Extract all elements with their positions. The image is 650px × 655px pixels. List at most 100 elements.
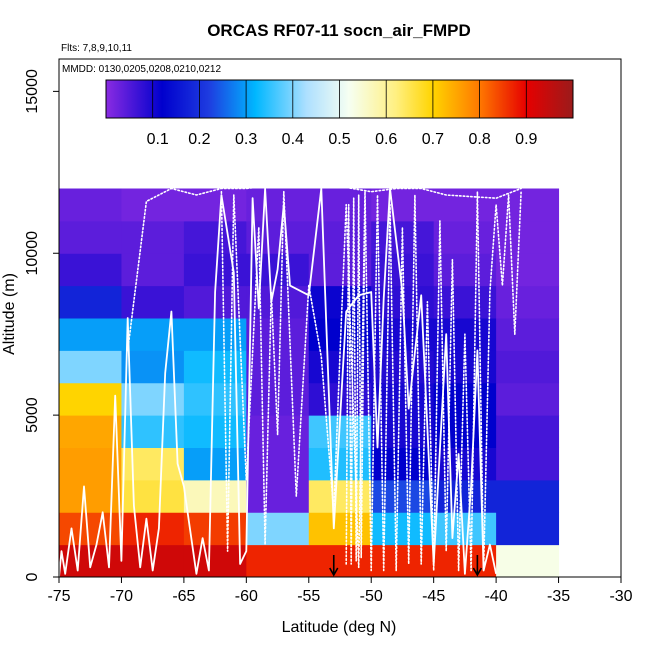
flight-track-line xyxy=(59,187,497,577)
heatmap-cell xyxy=(433,285,497,319)
colorbar-tick-label: 0.8 xyxy=(468,131,490,148)
heatmap-cells xyxy=(59,188,560,578)
heatmap-cell xyxy=(121,512,185,546)
heatmap-cell xyxy=(371,512,435,546)
heatmap-cell xyxy=(246,220,310,254)
colorbar-tick-label: 0.9 xyxy=(515,131,537,148)
marker-arrow-head xyxy=(329,567,339,577)
x-axis-label: Latitude (deg N) xyxy=(282,619,397,636)
colorbar-tick-label: 0.6 xyxy=(375,131,397,148)
heatmap-cell xyxy=(496,512,560,546)
heatmap-cell xyxy=(246,318,310,351)
heatmap-cell xyxy=(121,479,185,513)
colorbar-tick-label: 0.5 xyxy=(328,131,350,148)
heatmap-cell xyxy=(308,544,372,578)
heatmap-cell xyxy=(183,318,247,351)
heatmap-cell xyxy=(59,350,122,384)
flight-track-line xyxy=(220,190,522,572)
heatmap-cell xyxy=(496,479,560,513)
x-tick-label: -75 xyxy=(47,588,70,605)
colorbar-ticks: 0.1 0.2 0.3 0.4 0.5 0.6 0.7 0.8 0.9 xyxy=(147,80,538,148)
heatmap-cell xyxy=(246,479,310,513)
heatmap-cell xyxy=(433,479,497,513)
y-tick-label: 10000 xyxy=(24,231,41,276)
heatmap-cell xyxy=(433,512,497,546)
x-tick-label: -65 xyxy=(172,588,195,605)
marker-arrow-head xyxy=(472,567,483,577)
heatmap-cell xyxy=(121,220,185,254)
x-tick-label: -40 xyxy=(485,588,508,605)
heatmap-cell xyxy=(496,415,560,448)
heatmap-cell xyxy=(371,544,435,578)
heatmap-cell xyxy=(121,544,185,578)
x-tick-label: -35 xyxy=(547,588,570,605)
heatmap-cell xyxy=(496,447,560,481)
latitude-markers xyxy=(329,555,483,577)
heatmap-cell xyxy=(496,544,560,578)
heatmap-cell xyxy=(433,447,497,481)
heatmap-cell xyxy=(246,512,310,546)
heatmap-cell xyxy=(433,188,497,222)
y-tick-label: 15000 xyxy=(24,69,41,114)
heatmap-cell xyxy=(496,382,560,416)
x-tick-label: -30 xyxy=(609,588,632,605)
heatmap-cell xyxy=(59,253,122,287)
heatmap-cell xyxy=(246,350,310,384)
heatmap-cell xyxy=(183,350,247,384)
heatmap-cell xyxy=(121,447,185,481)
heatmap-cell xyxy=(496,285,560,319)
flights-annotation: Flts: 7,8,9,10,11 xyxy=(61,43,132,54)
flight-tracks xyxy=(59,184,522,577)
heatmap-cell xyxy=(183,220,247,254)
heatmap-cell xyxy=(59,318,122,351)
heatmap-cell xyxy=(59,220,122,254)
x-tick-label: -70 xyxy=(110,588,133,605)
chart-title: ORCAS RF07-11 socn_air_FMPD xyxy=(207,21,471,40)
y-tick-label: 0 xyxy=(24,572,41,581)
y-tick-label: 5000 xyxy=(24,397,41,433)
y-axis: 0 5000 10000 15000 xyxy=(24,69,59,581)
heatmap-cell xyxy=(433,220,497,254)
heatmap-cell xyxy=(371,447,435,481)
heatmap-cell xyxy=(121,253,185,287)
heatmap-cell xyxy=(121,188,185,222)
x-tick-label: -55 xyxy=(297,588,320,605)
colorbar-tick-label: 0.3 xyxy=(235,131,257,148)
heatmap-cell xyxy=(496,318,560,351)
colorbar-tick-label: 0.4 xyxy=(282,131,304,148)
heatmap-cell xyxy=(308,253,372,287)
x-tick-label: -45 xyxy=(422,588,445,605)
flight-track-line xyxy=(345,194,366,565)
x-tick-label: -60 xyxy=(235,588,258,605)
heatmap-cell xyxy=(183,479,247,513)
y-axis-label: Altitude (m) xyxy=(1,273,18,355)
flight-track-line xyxy=(126,184,522,352)
colorbar-tick-label: 0.7 xyxy=(422,131,444,148)
x-tick-label: -50 xyxy=(360,588,383,605)
heatmap-cell xyxy=(121,318,185,351)
heatmap-cell xyxy=(496,188,560,222)
heatmap-cell xyxy=(308,220,372,254)
heatmap-cell xyxy=(246,188,310,222)
heatmap-cell xyxy=(59,382,122,416)
heatmap-cell xyxy=(183,447,247,481)
heatmap-cell xyxy=(433,253,497,287)
heatmap-cell xyxy=(59,512,122,546)
colorbar-tick-label: 0.1 xyxy=(147,131,169,148)
x-axis: -75 -70 -65 -60 -55 -50 -45 -40 -35 -30 xyxy=(47,577,633,605)
plot-frame xyxy=(58,58,622,578)
heatmap-cell xyxy=(121,285,185,319)
heatmap-cell xyxy=(496,253,560,287)
heatmap-cell xyxy=(308,285,372,319)
heatmap-cell xyxy=(183,512,247,546)
heatmap-cell xyxy=(246,447,310,481)
heatmap-cell xyxy=(59,415,122,448)
heatmap-cell xyxy=(246,544,310,578)
heatmap-cell xyxy=(59,285,122,319)
dates-annotation: MMDD: 0130,0205,0208,0210,0212 xyxy=(62,64,221,75)
heatmap-cell xyxy=(496,350,560,384)
heatmap-cell xyxy=(371,188,435,222)
heatmap-cell xyxy=(59,188,122,222)
